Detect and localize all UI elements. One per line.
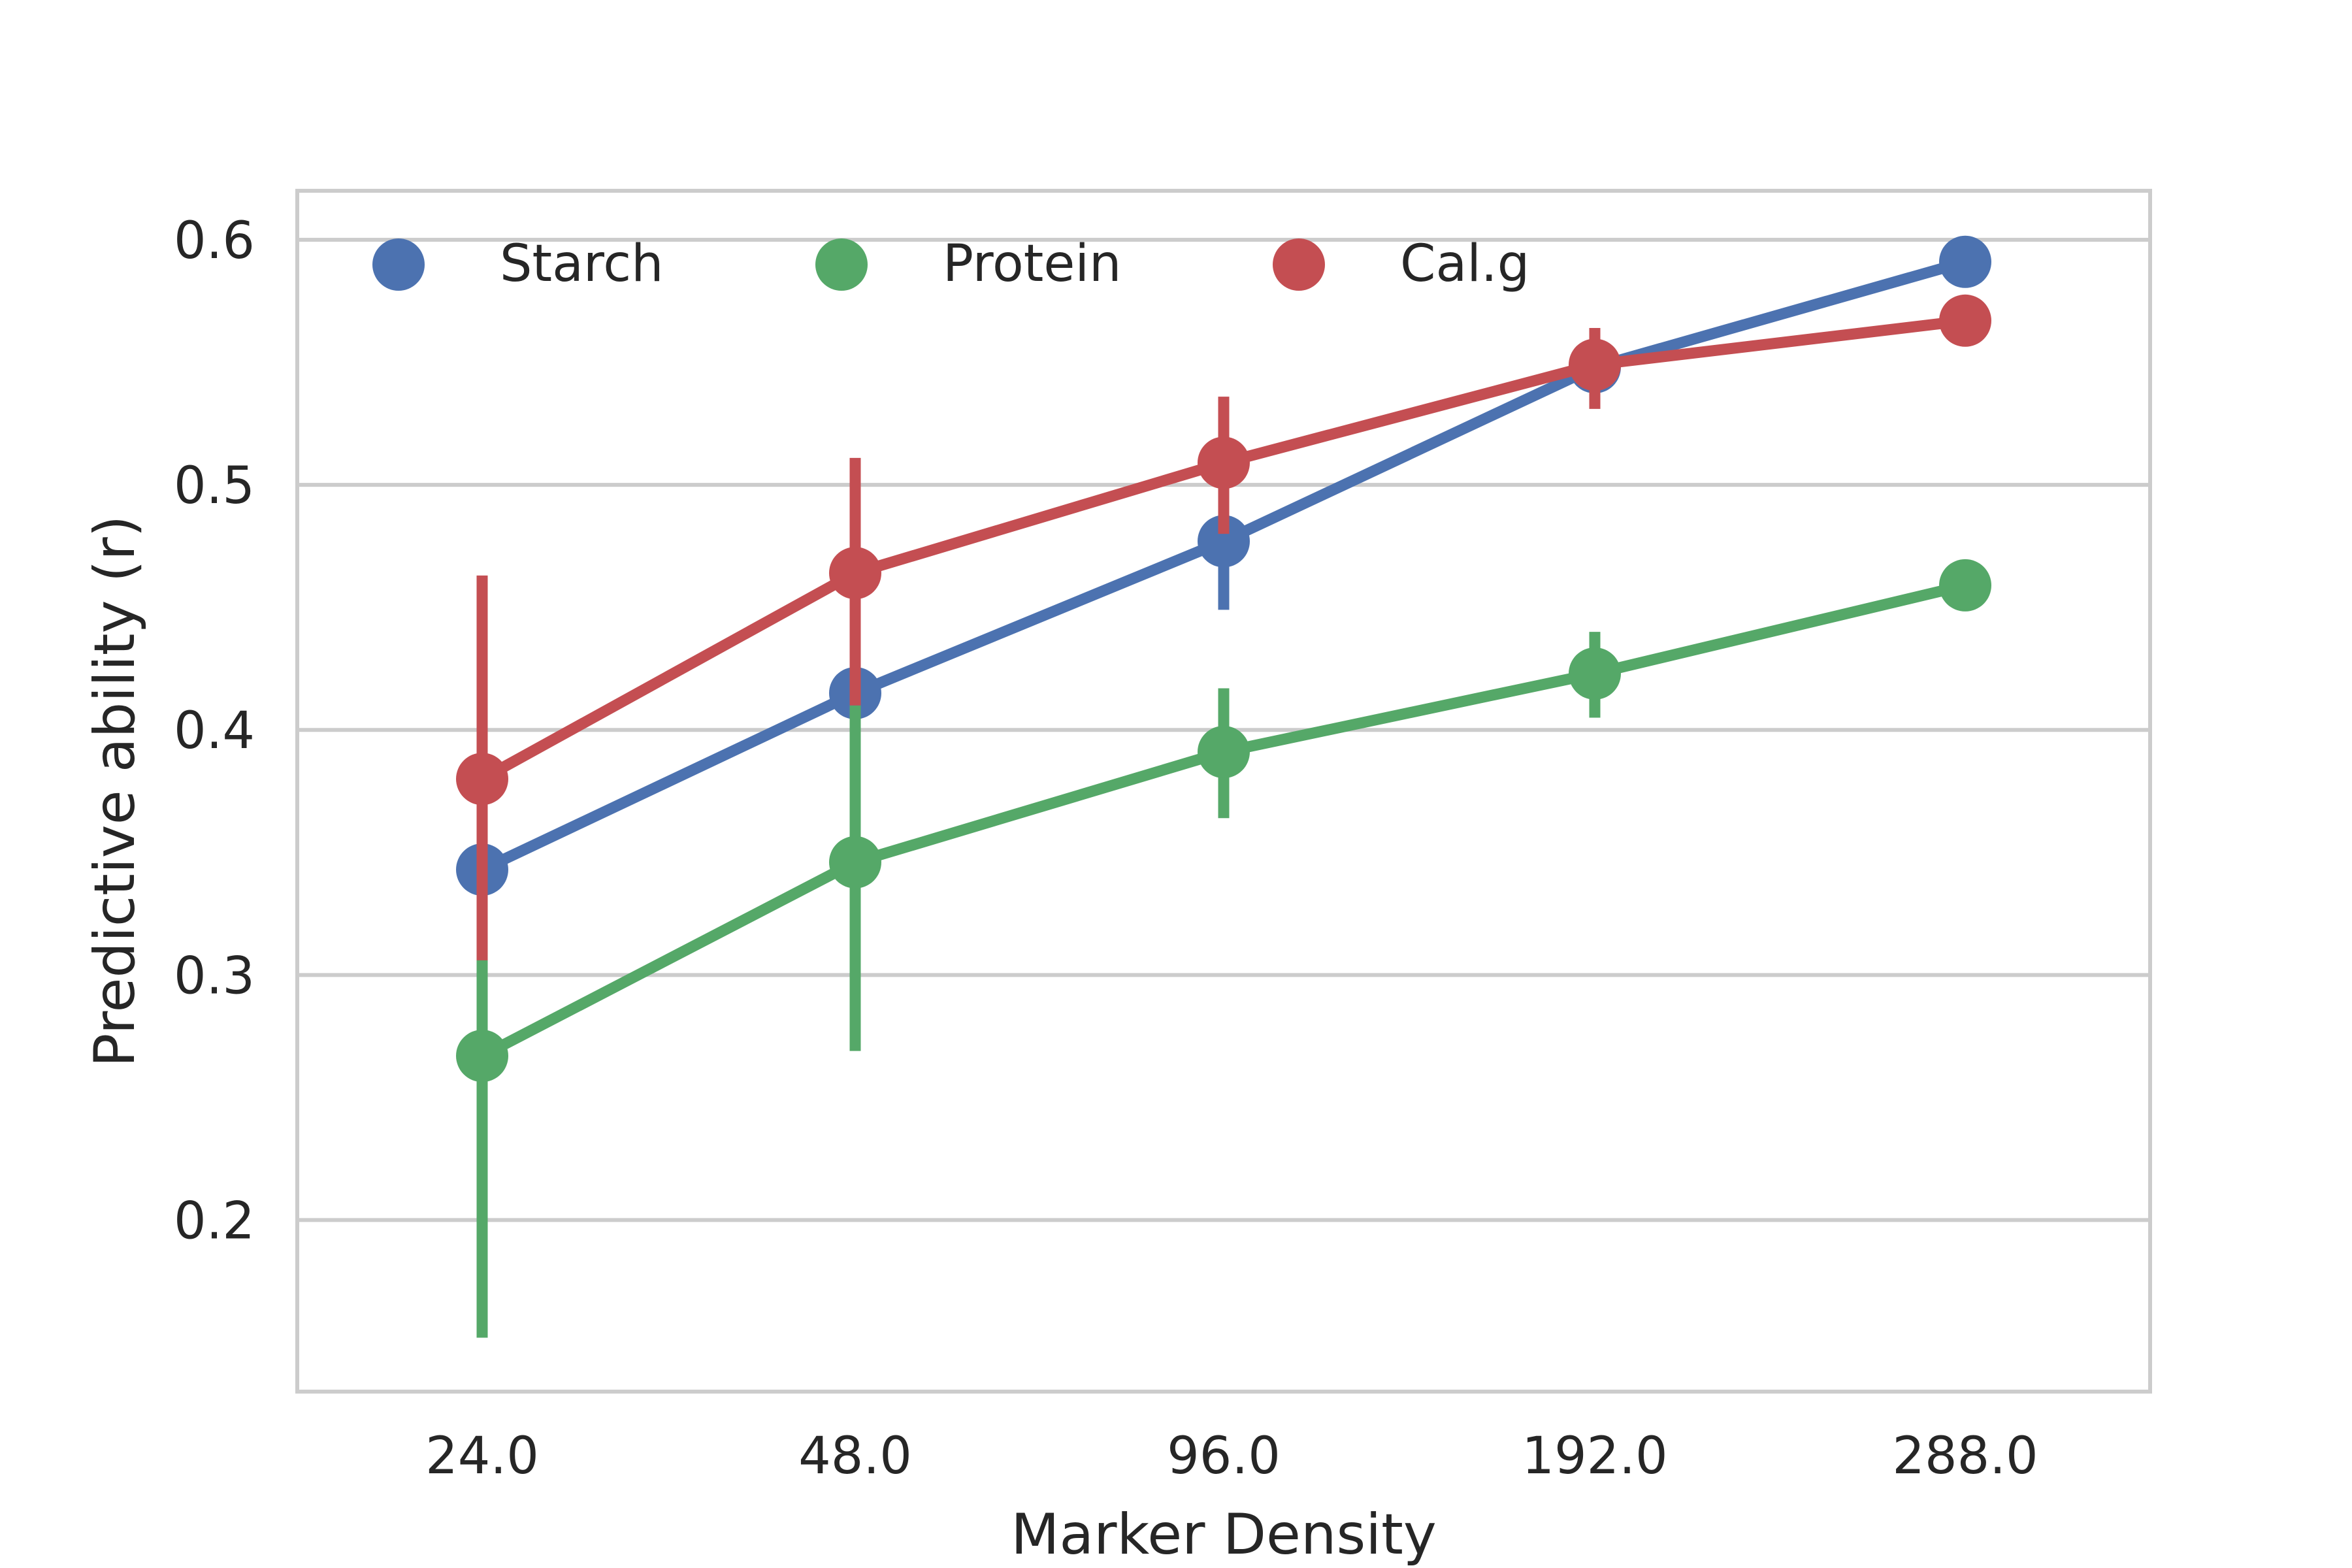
y-tick-label: 0.2	[174, 1192, 255, 1250]
y-axis-label: Predictive ability (r)	[82, 515, 148, 1068]
y-tick-labels: 0.2 0.3 0.4 0.5 0.6	[174, 212, 255, 1250]
x-axis-label: Marker Density	[1011, 1502, 1437, 1567]
series-protein	[456, 559, 1991, 1338]
y-tick-label: 0.5	[174, 457, 255, 515]
legend-label: Starch	[500, 235, 664, 293]
series-cal-g	[456, 294, 1991, 960]
data-point	[1198, 725, 1250, 778]
x-tick-label: 96.0	[1167, 1427, 1281, 1486]
legend: Starch Protein Cal.g	[372, 235, 1529, 293]
data-point	[829, 547, 881, 600]
x-tick-label: 288.0	[1892, 1427, 2038, 1486]
legend-marker	[1273, 238, 1325, 291]
x-tick-label: 48.0	[798, 1427, 912, 1486]
x-tick-label: 24.0	[425, 1427, 539, 1486]
data-point	[1939, 294, 1991, 347]
legend-label: Cal.g	[1400, 235, 1529, 293]
data-point	[1569, 338, 1621, 391]
data-point	[1198, 436, 1250, 489]
data-point	[1939, 235, 1991, 288]
plot-frame	[295, 189, 2152, 1394]
data-point	[456, 1030, 508, 1083]
data-point	[1939, 559, 1991, 612]
x-tick-label: 192.0	[1522, 1427, 1667, 1486]
data-point	[829, 836, 881, 889]
y-tick-label: 0.3	[174, 947, 255, 1005]
x-tick-labels: 24.0 48.0 96.0 192.0 288.0	[425, 1427, 2038, 1486]
data-point	[456, 753, 508, 806]
legend-marker	[372, 238, 425, 291]
data-point	[1569, 647, 1621, 700]
legend-label: Protein	[943, 235, 1121, 293]
data-point	[1198, 515, 1250, 568]
y-tick-label: 0.4	[174, 702, 255, 760]
legend-marker	[815, 238, 868, 291]
series-layer	[456, 235, 1991, 1338]
y-tick-label: 0.6	[174, 212, 255, 270]
